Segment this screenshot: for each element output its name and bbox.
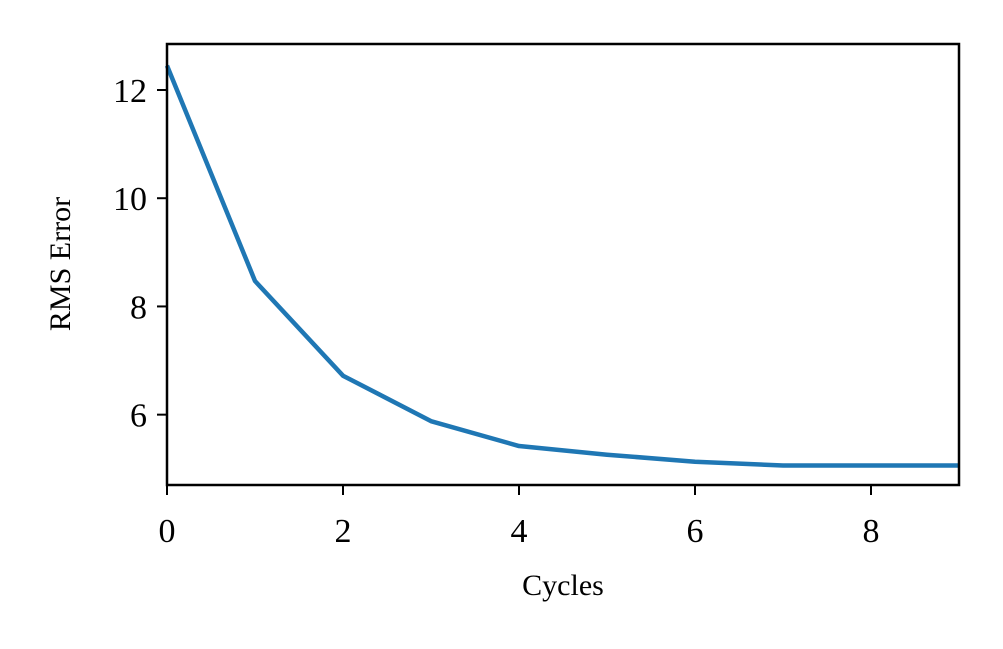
series-line-0 bbox=[164, 64, 959, 468]
y-axis: 6 8 10 12 bbox=[113, 73, 167, 435]
y-tick-label: 10 bbox=[113, 181, 147, 218]
x-tick-label: 6 bbox=[687, 513, 704, 550]
x-tick-label: 8 bbox=[863, 513, 880, 550]
x-tick-label: 2 bbox=[335, 513, 352, 550]
x-tick-label: 4 bbox=[511, 513, 528, 550]
x-tick-label: 0 bbox=[159, 513, 176, 550]
x-axis: 0 2 4 6 8 bbox=[159, 485, 880, 550]
x-axis-label: Cycles bbox=[522, 569, 604, 602]
y-tick-label: 8 bbox=[130, 289, 147, 326]
y-tick-label: 6 bbox=[130, 398, 147, 435]
y-axis-label: RMS Error bbox=[44, 197, 77, 331]
plot-area bbox=[164, 64, 959, 468]
y-tick-label: 12 bbox=[113, 73, 147, 110]
axes-frame bbox=[165, 42, 961, 487]
